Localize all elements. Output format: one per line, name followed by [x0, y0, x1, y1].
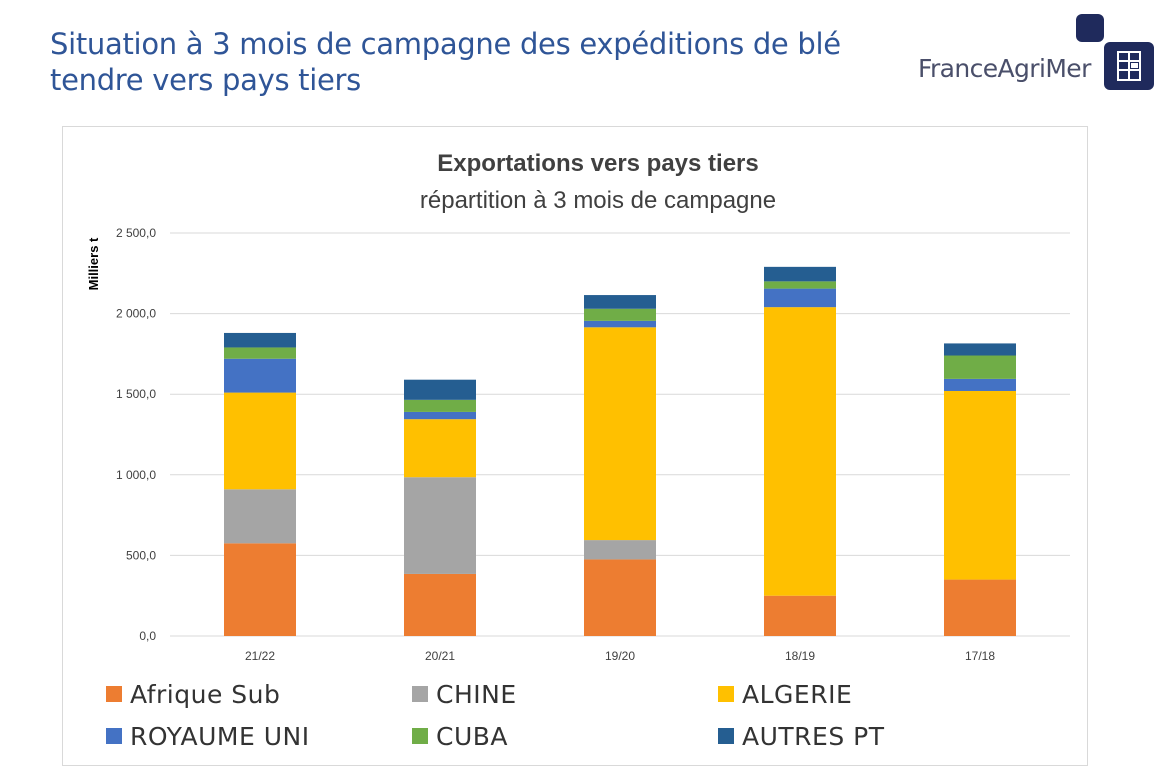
bar-segment-cuba — [584, 308, 656, 321]
x-tick-label: 18/19 — [785, 649, 815, 663]
bar-segment-autres-pt — [764, 266, 836, 282]
bar-segment-royaume-uni — [404, 411, 476, 420]
bar-segment-royaume-uni — [224, 358, 296, 393]
bar-segment-afrique-sub — [224, 543, 296, 636]
bar-segment-algerie — [764, 307, 836, 596]
bar-segment-autres-pt — [584, 295, 656, 309]
legend-item: Afrique Sub — [106, 676, 280, 712]
y-tick-label: 2 000,0 — [116, 307, 156, 321]
bar-layer — [224, 266, 1016, 636]
bar-segment-royaume-uni — [584, 320, 656, 328]
bar-segment-algerie — [404, 419, 476, 478]
x-tick-label: 17/18 — [965, 649, 995, 663]
y-tick-label: 1 000,0 — [116, 468, 156, 482]
x-tick-labels: 21/22 20/21 19/20 18/19 17/18 — [245, 649, 995, 663]
y-tick-label: 1 500,0 — [116, 387, 156, 401]
legend-item: CUBA — [412, 718, 508, 754]
bar-segment-algerie — [584, 327, 656, 541]
bar-segment-chine — [224, 489, 296, 544]
legend-swatch — [718, 686, 734, 702]
bar-segment-algerie — [944, 390, 1016, 580]
y-tick-labels: 0,0 500,0 1 000,0 1 500,0 2 000,0 2 500,0 — [116, 226, 156, 643]
bar-segment-cuba — [224, 347, 296, 359]
legend-swatch — [106, 686, 122, 702]
bar-segment-autres-pt — [944, 343, 1016, 356]
bar-segment-cuba — [944, 355, 1016, 379]
y-tick-label: 500,0 — [126, 548, 156, 562]
grid-glyph-icon — [1117, 51, 1141, 81]
bar-segment-afrique-sub — [944, 579, 1016, 636]
bar-segment-chine — [584, 540, 656, 560]
chart-subtitle: répartition à 3 mois de campagne — [420, 187, 776, 214]
franceagrimer-logo: FranceAgriMer — [918, 14, 1158, 94]
legend-label: ROYAUME UNI — [130, 721, 310, 751]
bar-segment-cuba — [764, 281, 836, 289]
y-tick-label: 2 500,0 — [116, 226, 156, 240]
bar-segment-chine — [404, 477, 476, 574]
legend-label: ALGERIE — [742, 679, 853, 709]
legend-swatch — [412, 686, 428, 702]
legend-item: ALGERIE — [718, 676, 852, 712]
bar-segment-algerie — [224, 392, 296, 490]
legend-item: AUTRES PT — [718, 718, 885, 754]
legend-label: CUBA — [436, 721, 509, 751]
bar-segment-afrique-sub — [404, 573, 476, 636]
bar-segment-afrique-sub — [764, 595, 836, 636]
x-tick-label: 21/22 — [245, 649, 275, 663]
y-tick-label: 0,0 — [139, 629, 156, 643]
y-axis-label: Milliers t — [86, 237, 101, 290]
bar-segment-cuba — [404, 399, 476, 412]
logo-text: FranceAgriMer — [918, 54, 1091, 83]
legend-swatch — [106, 728, 122, 744]
legend-label: AUTRES PT — [742, 721, 885, 751]
legend-swatch — [412, 728, 428, 744]
bar-segment-royaume-uni — [764, 288, 836, 308]
x-tick-label: 19/20 — [605, 649, 635, 663]
logo-dot-icon — [1076, 14, 1104, 42]
x-tick-label: 20/21 — [425, 649, 455, 663]
bar-segment-royaume-uni — [944, 378, 1016, 391]
legend-item: CHINE — [412, 676, 517, 712]
logo-grid-icon — [1104, 42, 1154, 90]
chart-title: Exportations vers pays tiers — [437, 150, 758, 177]
legend-item: ROYAUME UNI — [106, 718, 310, 754]
legend-label: Afrique Sub — [130, 679, 281, 709]
legend-label: CHINE — [436, 679, 517, 709]
slide-title: Situation à 3 mois de campagne des expéd… — [50, 27, 841, 97]
legend-swatch — [718, 728, 734, 744]
bar-segment-autres-pt — [224, 332, 296, 348]
bar-segment-autres-pt — [404, 379, 476, 400]
bar-segment-afrique-sub — [584, 559, 656, 636]
chart-legend: Afrique Sub CHINE ALGERIE ROYAUME UNI CUBA AU… — [106, 674, 1046, 764]
